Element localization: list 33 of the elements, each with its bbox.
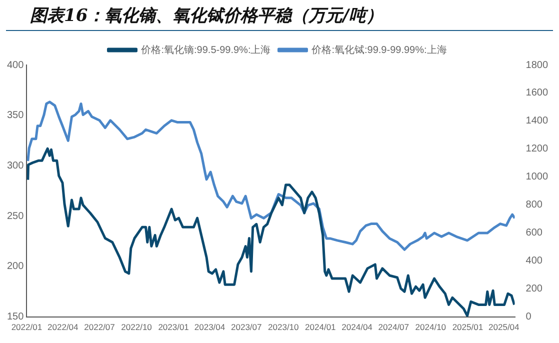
y-tick-label: 150 [6, 312, 24, 323]
chart-title: 图表16：氧化镝、氧化铽价格平稳（万元/吨） [6, 0, 553, 31]
y2-tick-label: 0 [526, 312, 532, 323]
x-tick-label: 2025/01 [452, 322, 484, 332]
x-tick-label: 2022/10 [121, 322, 152, 332]
x-tick-label: 2024/01 [305, 322, 336, 332]
x-tick-label: 2024/10 [415, 322, 446, 332]
x-tick-label: 2023/10 [268, 322, 300, 332]
x-tick-label: 2023/01 [158, 322, 190, 332]
y2-tick-label: 1200 [526, 144, 548, 155]
y2-tick-label: 600 [526, 228, 543, 239]
y2-tick-label: 200 [526, 284, 543, 295]
x-tick-label: 2025/04 [488, 322, 520, 332]
y2-tick-label: 400 [526, 256, 543, 267]
x-tick-label: 2024/07 [378, 322, 410, 332]
x-tick-label: 2023/07 [231, 322, 262, 332]
x-tick-label: 2024/04 [342, 322, 373, 332]
x-tick-label: 2022/07 [84, 322, 116, 332]
y-tick-label: 200 [6, 261, 24, 272]
y2-tick-label: 800 [526, 200, 543, 211]
y-tick-label: 250 [6, 210, 24, 222]
y2-tick-label: 1000 [526, 172, 548, 183]
y2-tick-label: 1800 [526, 60, 548, 71]
x-tick-label: 2022/04 [48, 322, 79, 332]
legend-label: 价格:氧化镝:99.5-99.9%:上海 [140, 44, 271, 56]
y-tick-label: 350 [6, 110, 24, 122]
x-tick-label: 2023/04 [194, 322, 226, 332]
y2-tick-label: 1600 [526, 88, 548, 99]
y2-tick-label: 1400 [526, 116, 548, 127]
x-tick-label: 2022/01 [11, 322, 42, 332]
legend-label: 价格:氧化铽:99.9-99.99%:上海 [310, 44, 447, 56]
y-tick-label: 300 [6, 160, 24, 172]
y-tick-label: 400 [6, 60, 24, 71]
